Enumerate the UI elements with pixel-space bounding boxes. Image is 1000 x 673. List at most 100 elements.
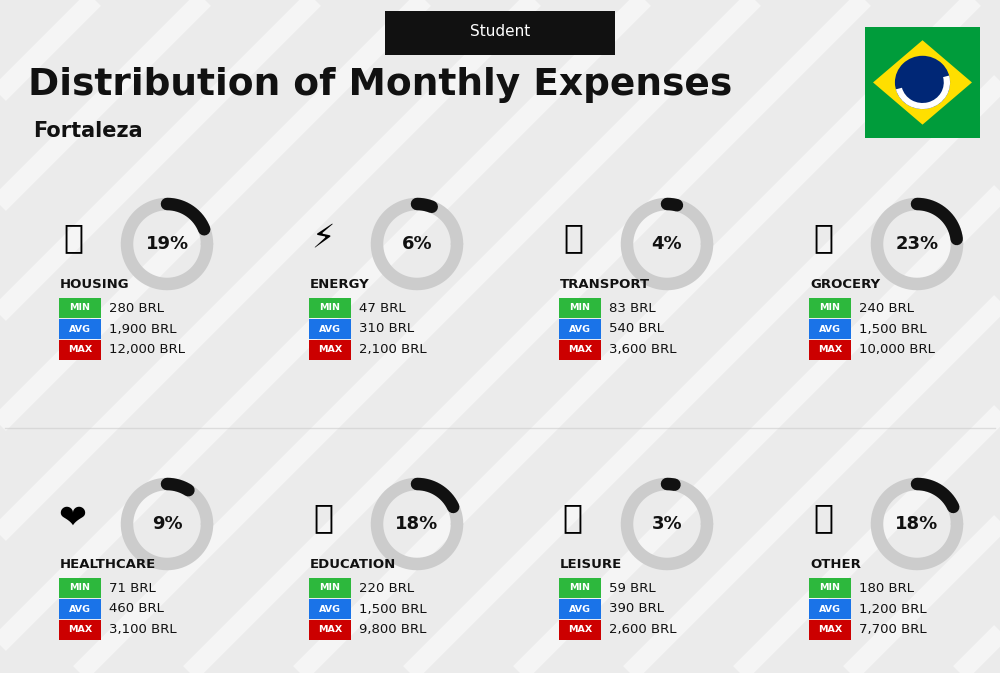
- Text: MAX: MAX: [568, 345, 592, 355]
- Text: AVG: AVG: [819, 604, 841, 614]
- Text: MIN: MIN: [570, 583, 590, 592]
- Text: 🏢: 🏢: [63, 221, 83, 254]
- FancyBboxPatch shape: [809, 620, 851, 640]
- Wedge shape: [896, 75, 950, 109]
- FancyBboxPatch shape: [559, 599, 601, 619]
- Text: 9%: 9%: [152, 515, 182, 533]
- Text: 1,900 BRL: 1,900 BRL: [109, 322, 176, 336]
- Text: 23%: 23%: [895, 235, 939, 253]
- Text: AVG: AVG: [569, 324, 591, 334]
- Text: MIN: MIN: [320, 583, 340, 592]
- Text: 280 BRL: 280 BRL: [109, 302, 164, 314]
- Text: 3%: 3%: [652, 515, 682, 533]
- Text: 6%: 6%: [402, 235, 432, 253]
- Text: MIN: MIN: [320, 304, 340, 312]
- Text: 7,700 BRL: 7,700 BRL: [859, 623, 927, 637]
- Text: MAX: MAX: [318, 625, 342, 635]
- Text: MAX: MAX: [68, 625, 92, 635]
- Text: 3,100 BRL: 3,100 BRL: [109, 623, 177, 637]
- FancyBboxPatch shape: [559, 620, 601, 640]
- Text: Distribution of Monthly Expenses: Distribution of Monthly Expenses: [28, 67, 732, 103]
- FancyBboxPatch shape: [59, 577, 101, 598]
- Text: 1,200 BRL: 1,200 BRL: [859, 602, 927, 616]
- Text: MIN: MIN: [70, 583, 90, 592]
- FancyBboxPatch shape: [559, 297, 601, 318]
- Text: TRANSPORT: TRANSPORT: [560, 279, 650, 291]
- Text: OTHER: OTHER: [810, 559, 861, 571]
- Text: Student: Student: [470, 24, 530, 39]
- Text: 3,600 BRL: 3,600 BRL: [609, 343, 676, 357]
- Text: 47 BRL: 47 BRL: [359, 302, 406, 314]
- Text: 310 BRL: 310 BRL: [359, 322, 414, 336]
- Text: MAX: MAX: [68, 345, 92, 355]
- Text: 1,500 BRL: 1,500 BRL: [359, 602, 427, 616]
- Text: AVG: AVG: [319, 604, 341, 614]
- Text: Fortaleza: Fortaleza: [33, 121, 143, 141]
- Text: AVG: AVG: [819, 324, 841, 334]
- FancyBboxPatch shape: [309, 577, 351, 598]
- Text: 460 BRL: 460 BRL: [109, 602, 164, 616]
- Text: 390 BRL: 390 BRL: [609, 602, 664, 616]
- Text: 220 BRL: 220 BRL: [359, 581, 414, 594]
- Text: ⚡: ⚡: [311, 221, 335, 254]
- Text: 2,600 BRL: 2,600 BRL: [609, 623, 676, 637]
- Text: GROCERY: GROCERY: [810, 279, 880, 291]
- Text: 540 BRL: 540 BRL: [609, 322, 664, 336]
- FancyBboxPatch shape: [309, 319, 351, 339]
- Text: 240 BRL: 240 BRL: [859, 302, 914, 314]
- Text: 🚌: 🚌: [563, 221, 583, 254]
- Text: 🎓: 🎓: [313, 501, 333, 534]
- FancyBboxPatch shape: [809, 319, 851, 339]
- Text: ENERGY: ENERGY: [310, 279, 370, 291]
- FancyBboxPatch shape: [809, 297, 851, 318]
- FancyBboxPatch shape: [809, 599, 851, 619]
- Text: 12,000 BRL: 12,000 BRL: [109, 343, 185, 357]
- FancyBboxPatch shape: [559, 319, 601, 339]
- Text: 18%: 18%: [395, 515, 439, 533]
- FancyBboxPatch shape: [309, 620, 351, 640]
- FancyBboxPatch shape: [559, 577, 601, 598]
- Text: 18%: 18%: [895, 515, 939, 533]
- Text: 🛍️: 🛍️: [563, 501, 583, 534]
- FancyBboxPatch shape: [59, 599, 101, 619]
- Text: AVG: AVG: [69, 604, 91, 614]
- FancyBboxPatch shape: [809, 577, 851, 598]
- FancyBboxPatch shape: [385, 11, 615, 55]
- FancyBboxPatch shape: [559, 340, 601, 360]
- Text: ❤️: ❤️: [59, 501, 87, 534]
- Text: 83 BRL: 83 BRL: [609, 302, 656, 314]
- Text: 2,100 BRL: 2,100 BRL: [359, 343, 427, 357]
- Text: HOUSING: HOUSING: [60, 279, 130, 291]
- Text: AVG: AVG: [319, 324, 341, 334]
- Text: AVG: AVG: [569, 604, 591, 614]
- Text: MIN: MIN: [819, 304, 840, 312]
- FancyBboxPatch shape: [59, 620, 101, 640]
- Text: MAX: MAX: [818, 625, 842, 635]
- Text: MIN: MIN: [819, 583, 840, 592]
- Circle shape: [895, 56, 950, 109]
- Text: AVG: AVG: [69, 324, 91, 334]
- Text: 59 BRL: 59 BRL: [609, 581, 656, 594]
- Text: 71 BRL: 71 BRL: [109, 581, 156, 594]
- FancyBboxPatch shape: [809, 340, 851, 360]
- FancyBboxPatch shape: [309, 599, 351, 619]
- Text: HEALTHCARE: HEALTHCARE: [60, 559, 156, 571]
- Text: EDUCATION: EDUCATION: [310, 559, 396, 571]
- Text: 180 BRL: 180 BRL: [859, 581, 914, 594]
- Text: 19%: 19%: [145, 235, 189, 253]
- Text: MAX: MAX: [818, 345, 842, 355]
- Polygon shape: [873, 40, 972, 125]
- Text: 1,500 BRL: 1,500 BRL: [859, 322, 927, 336]
- Text: 4%: 4%: [652, 235, 682, 253]
- FancyBboxPatch shape: [59, 297, 101, 318]
- Text: 9,800 BRL: 9,800 BRL: [359, 623, 426, 637]
- FancyBboxPatch shape: [309, 340, 351, 360]
- Text: 10,000 BRL: 10,000 BRL: [859, 343, 935, 357]
- Text: MIN: MIN: [70, 304, 90, 312]
- Text: 🛒: 🛒: [813, 221, 833, 254]
- Text: MAX: MAX: [318, 345, 342, 355]
- FancyBboxPatch shape: [59, 319, 101, 339]
- Text: MAX: MAX: [568, 625, 592, 635]
- FancyBboxPatch shape: [59, 340, 101, 360]
- FancyBboxPatch shape: [309, 297, 351, 318]
